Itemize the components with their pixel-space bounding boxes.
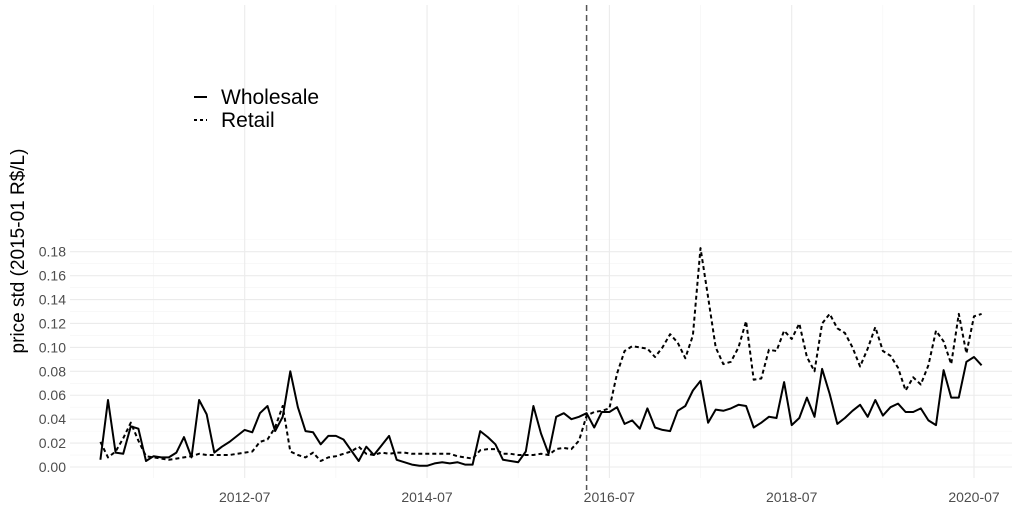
- x-tick-label: 2018-07: [766, 489, 818, 505]
- x-tick-label: 2014-07: [401, 489, 453, 505]
- y-tick-label: 0.08: [39, 363, 66, 379]
- y-axis-label: price std (2015-01 R$/L): [8, 149, 29, 354]
- y-tick-label: 0.02: [39, 435, 66, 451]
- x-axis-tick-labels: 2012-07 2014-07 2016-07 2018-07 2020-07: [219, 489, 1000, 505]
- major-gridlines: [70, 5, 1012, 478]
- series-line-retail: [99, 247, 982, 462]
- series-lines: [99, 247, 983, 467]
- y-tick-label: 0.18: [39, 244, 66, 260]
- x-tick-label: 2020-07: [948, 489, 1000, 505]
- y-tick-label: 0.10: [39, 339, 66, 355]
- y-tick-label: 0.14: [39, 292, 66, 308]
- series-line-wholesale: [99, 356, 983, 467]
- minor-gridlines: [70, 5, 1012, 478]
- legend: Wholesale Retail: [194, 86, 319, 132]
- x-tick-label: 2016-07: [584, 489, 636, 505]
- y-tick-label: 0.00: [39, 459, 66, 475]
- y-axis-tick-labels: 0.00 0.02 0.04 0.06 0.08 0.10 0.12 0.14 0.16 0.18: [39, 244, 66, 475]
- legend-label-wholesale: Wholesale: [221, 86, 319, 109]
- x-tick-label: 2012-07: [219, 489, 271, 505]
- y-tick-label: 0.16: [39, 268, 66, 284]
- y-tick-label: 0.04: [39, 411, 66, 427]
- y-tick-label: 0.06: [39, 387, 66, 403]
- legend-label-retail: Retail: [221, 109, 275, 132]
- y-tick-label: 0.12: [39, 315, 66, 331]
